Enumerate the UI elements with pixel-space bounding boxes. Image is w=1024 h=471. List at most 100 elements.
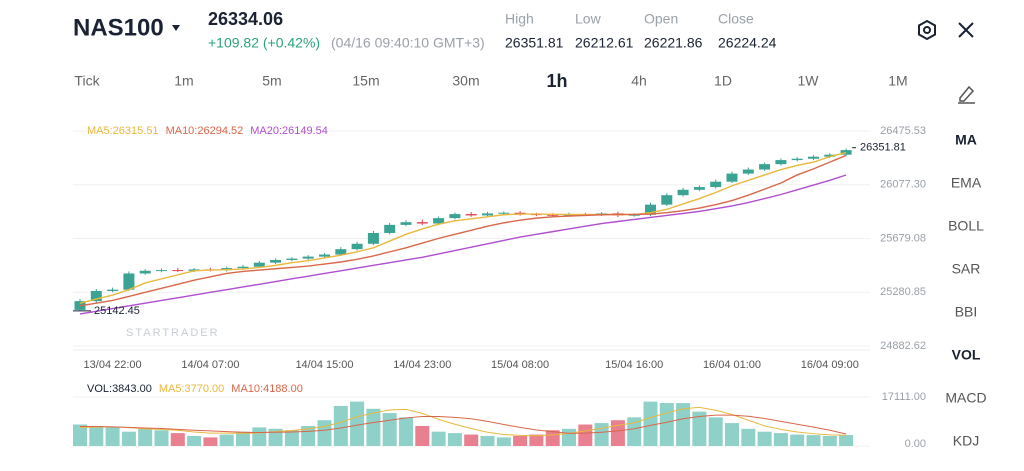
volume-bar <box>268 428 283 446</box>
volume-ma-legend: MA10:4188.00 <box>231 383 303 395</box>
timeframe-tab[interactable]: 1M <box>888 73 907 89</box>
x-tick-label: 15/04 16:00 <box>605 359 663 371</box>
volume-bar <box>806 435 821 446</box>
ma-legend: MA20:26149.54 <box>250 125 328 137</box>
volume-bar <box>480 435 495 446</box>
close-icon[interactable] <box>958 22 974 38</box>
volume-bar <box>627 417 642 446</box>
volume-bar <box>317 420 332 446</box>
volume-bar <box>692 411 707 446</box>
x-tick-label: 14/04 15:00 <box>295 359 353 371</box>
volume-bar <box>562 428 576 446</box>
x-tick-label: 13/04 22:00 <box>84 359 142 371</box>
indicator-tab[interactable]: MACD <box>945 390 986 406</box>
indicator-tab[interactable]: MA <box>955 132 977 148</box>
volume-bar <box>187 435 202 446</box>
y-tick-label: 26077.30 <box>880 179 926 191</box>
stat-value: 26212.61 <box>575 35 634 51</box>
candle-body <box>775 160 787 165</box>
volume-bar <box>203 437 218 446</box>
indicator-tab[interactable]: BOLL <box>948 218 984 234</box>
indicator-tab[interactable]: EMA <box>951 175 982 191</box>
candle-body <box>791 158 803 161</box>
volume-bar <box>594 423 609 446</box>
volume-bar <box>839 434 854 446</box>
candle-body <box>367 232 379 244</box>
volume-bar <box>676 403 691 446</box>
volume-bar <box>822 435 837 446</box>
candle-body <box>726 173 738 182</box>
volume-bar <box>252 427 267 446</box>
price-change: +109.82 (+0.42%) <box>208 35 320 51</box>
indicator-tab[interactable]: SAR <box>952 261 981 277</box>
ma-legend: MA10:26294.52 <box>166 125 244 137</box>
candle-body <box>335 249 347 255</box>
y-tick-label: 17111.00 <box>882 391 926 403</box>
volume-bar <box>333 405 348 446</box>
volume-legend: VOL:3843.00 <box>87 383 152 395</box>
timeframe-tab[interactable]: 1D <box>714 73 732 89</box>
candle-body <box>351 243 363 250</box>
low-label: 25142.45 <box>94 305 140 317</box>
candle-body <box>286 258 298 260</box>
candle-body <box>710 181 722 188</box>
x-tick-label: 15/04 08:00 <box>491 359 549 371</box>
volume-bar <box>529 434 544 446</box>
settings-icon[interactable] <box>918 19 936 41</box>
symbol[interactable]: NAS100 <box>73 14 164 41</box>
candle-body <box>400 222 412 225</box>
stat-label: High <box>505 11 534 27</box>
volume-bar <box>219 434 234 446</box>
volume-bar <box>610 420 625 446</box>
timeframe-tab[interactable]: 1m <box>174 73 193 89</box>
volume-bar <box>725 423 739 446</box>
last-price-label: 26351.81 <box>860 142 906 154</box>
y-tick-label: 26475.53 <box>880 125 926 137</box>
volume-bar <box>350 401 365 446</box>
symbol-dropdown[interactable] <box>172 25 180 31</box>
candle-body <box>253 262 265 267</box>
volume-bar <box>236 431 250 446</box>
timeframe-tab[interactable]: 4h <box>631 73 647 89</box>
indicator-tab[interactable]: BBI <box>955 304 978 320</box>
ma-line <box>79 151 847 304</box>
stat-label: Low <box>575 11 602 27</box>
volume-bar <box>790 434 805 446</box>
timeframe-tab[interactable]: 1W <box>798 73 820 89</box>
draw-icon[interactable] <box>958 85 975 104</box>
volume-bar <box>773 433 788 446</box>
timeframe-tab[interactable]: 30m <box>452 73 479 89</box>
volume-ma-legend: MA5:3770.00 <box>159 383 224 395</box>
indicator-tab[interactable]: VOL <box>952 347 981 363</box>
volume-bar <box>73 424 87 446</box>
candle-body <box>449 214 461 219</box>
indicator-tab[interactable]: KDJ <box>953 433 979 449</box>
stat-label: Open <box>644 11 678 27</box>
candle-body <box>498 212 510 214</box>
ma-line <box>79 406 847 437</box>
volume-bar <box>464 434 479 446</box>
y-tick-label: 25679.08 <box>880 232 926 244</box>
timeframe-tab[interactable]: 5m <box>262 73 281 89</box>
volume-bar <box>284 430 299 446</box>
timeframe-tab[interactable]: Tick <box>74 73 100 89</box>
candle-body <box>645 204 656 215</box>
timeframe-tab[interactable]: 1h <box>546 71 567 91</box>
stat-label: Close <box>718 11 754 27</box>
ma-line <box>80 414 847 435</box>
x-tick-label: 16/04 09:00 <box>801 359 859 371</box>
candle-body <box>824 154 836 157</box>
candle-body <box>840 150 852 155</box>
candle-body <box>172 270 184 272</box>
volume-bar <box>138 428 153 446</box>
stat-value: 26221.86 <box>644 35 703 51</box>
candle-body <box>759 164 771 170</box>
candle-body <box>482 213 493 216</box>
timeframe-tab[interactable]: 15m <box>352 73 379 89</box>
y-tick-label: 0.00 <box>905 438 926 450</box>
volume-bar <box>382 413 397 446</box>
candle-body <box>139 270 151 274</box>
volume-bar <box>578 424 593 446</box>
y-tick-label: 25280.85 <box>880 286 926 298</box>
